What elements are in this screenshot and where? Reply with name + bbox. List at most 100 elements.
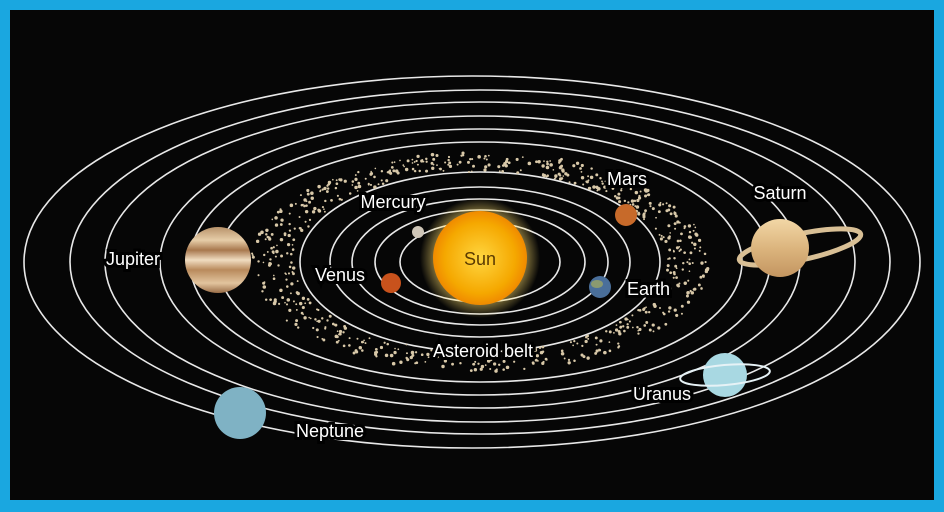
asteroid — [498, 364, 500, 366]
asteroid — [666, 202, 668, 204]
asteroid — [358, 185, 362, 189]
saturn-label: Saturn — [753, 183, 806, 203]
asteroid — [285, 273, 287, 275]
asteroid — [573, 340, 575, 342]
asteroid — [290, 261, 293, 264]
asteroid — [369, 173, 372, 176]
asteroid — [381, 170, 383, 172]
asteroid — [595, 336, 598, 339]
asteroid — [541, 164, 544, 167]
asteroid — [573, 360, 576, 363]
asteroid — [375, 168, 377, 170]
asteroid — [561, 350, 564, 353]
asteroid — [355, 178, 357, 180]
asteroid — [691, 242, 693, 244]
asteroid — [618, 345, 620, 347]
asteroid — [542, 346, 545, 349]
asteroid — [682, 262, 684, 264]
asteroid — [324, 326, 326, 328]
asteroid — [694, 247, 696, 249]
asteroid — [269, 236, 271, 238]
asteroid — [339, 178, 342, 181]
asteroid — [699, 246, 701, 248]
asteroid — [399, 361, 402, 364]
asteroid — [356, 338, 358, 340]
asteroid — [312, 210, 315, 213]
asteroid — [689, 258, 691, 260]
asteroid — [317, 185, 320, 188]
asteroid — [307, 225, 309, 227]
asteroid — [317, 209, 320, 212]
asteroid — [330, 199, 333, 202]
asteroid — [494, 369, 497, 372]
asteroid — [431, 162, 434, 165]
asteroid — [280, 238, 283, 241]
asteroid — [614, 195, 617, 198]
asteroid — [676, 267, 678, 269]
asteroid — [549, 163, 553, 167]
asteroid — [596, 187, 598, 189]
asteroid — [334, 324, 337, 327]
asteroid — [505, 164, 508, 167]
asteroid — [637, 212, 640, 215]
asteroid — [581, 345, 583, 347]
asteroid — [357, 190, 359, 192]
asteroid — [384, 342, 386, 344]
asteroid — [561, 352, 565, 356]
asteroid — [674, 265, 677, 268]
asteroid — [273, 277, 276, 280]
asteroid — [385, 179, 388, 182]
asteroid — [277, 264, 279, 266]
asteroid — [534, 348, 538, 352]
asteroid — [299, 302, 302, 305]
asteroid — [658, 203, 661, 206]
asteroid — [644, 209, 647, 212]
asteroid — [296, 309, 298, 311]
asteroid — [300, 194, 302, 196]
asteroid — [620, 326, 622, 328]
asteroid — [584, 340, 587, 343]
asteroid — [392, 362, 396, 366]
asteroid — [667, 258, 669, 260]
asteroid — [273, 300, 276, 303]
asteroid — [286, 252, 288, 254]
asteroid — [457, 164, 459, 166]
asteroid — [541, 362, 544, 365]
asteroid — [289, 213, 291, 215]
asteroid — [561, 168, 564, 171]
asteroid — [703, 276, 705, 278]
asteroid — [308, 201, 311, 204]
asteroid — [647, 193, 650, 196]
asteroid — [543, 160, 545, 162]
asteroid — [322, 206, 324, 208]
asteroid — [399, 160, 401, 162]
asteroid-belt-label: Asteroid belt — [433, 341, 533, 361]
asteroid — [332, 323, 335, 326]
asteroid — [335, 335, 339, 339]
asteroid — [337, 195, 339, 197]
asteroid — [276, 245, 278, 247]
asteroid — [676, 284, 679, 287]
asteroid — [582, 183, 584, 185]
asteroid — [615, 328, 618, 331]
asteroid — [627, 201, 629, 203]
asteroid — [643, 324, 646, 327]
asteroid — [576, 162, 579, 165]
asteroid — [304, 302, 306, 304]
asteroid — [265, 298, 267, 300]
asteroid — [673, 271, 676, 274]
asteroid — [339, 198, 342, 201]
asteroid — [414, 362, 416, 364]
asteroid — [391, 162, 393, 164]
asteroid — [486, 158, 488, 160]
asteroid — [637, 309, 639, 311]
asteroid — [581, 176, 584, 179]
asteroid — [318, 320, 321, 323]
asteroid — [609, 330, 612, 333]
asteroid — [327, 187, 329, 189]
asteroid — [297, 292, 300, 295]
asteroid — [679, 239, 682, 242]
asteroid — [336, 182, 339, 185]
asteroid — [629, 320, 631, 322]
asteroid — [537, 160, 540, 163]
